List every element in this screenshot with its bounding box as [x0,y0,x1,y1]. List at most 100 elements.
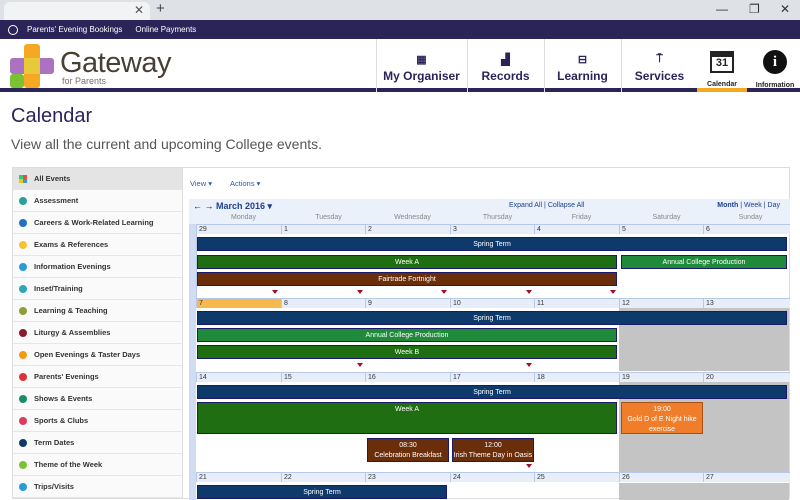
category-item[interactable]: Careers & Work-Related Learning [13,212,182,234]
category-item[interactable]: Theme of the Week [13,454,182,476]
category-item[interactable]: Exams & References [13,234,182,256]
more-events-icon[interactable] [526,290,532,294]
event-spring-term[interactable]: Spring Term [197,385,787,399]
day-number[interactable]: 8 [281,298,365,308]
parents-evening-bookings-link[interactable]: Parents' Evening Bookings [27,25,123,34]
top-links-bar: Parents' Evening Bookings Online Payment… [0,20,800,39]
day-number[interactable]: 3 [450,224,534,234]
next-month-icon[interactable]: → [204,201,214,211]
event-week[interactable]: Week B [197,345,617,359]
more-events-icon[interactable] [526,363,532,367]
category-all-events[interactable]: All Events [13,168,182,190]
event-week[interactable]: Week A [197,255,617,269]
category-item[interactable]: Liturgy & Assemblies [13,322,182,344]
day-number[interactable]: 29 [196,224,281,234]
day-number[interactable]: 17 [450,372,534,382]
gateway-logo[interactable] [8,42,56,90]
nav-learning[interactable]: ⊟ Learning [544,39,620,92]
event-spring-term[interactable]: Spring Term [197,237,787,251]
day-name: Saturday [652,214,681,221]
event-week[interactable]: Week A [197,402,617,434]
day-number[interactable]: 20 [703,372,790,382]
category-item[interactable]: Sports & Clubs [13,410,182,432]
category-item[interactable]: Shows & Events [13,388,182,410]
day-number[interactable]: 24 [450,472,534,482]
calendar-header: ← → March 2016 ▾ Expand All | Collapse A… [189,199,790,224]
view-day-link[interactable]: Day [767,202,780,209]
more-events-icon[interactable] [441,290,447,294]
browser-tab[interactable]: ✕ [4,2,150,20]
day-number[interactable]: 1 [281,224,365,234]
brand-name: Gateway [60,47,171,79]
minimize-icon[interactable]: — [716,2,728,16]
restore-icon[interactable]: ❐ [749,2,760,16]
more-events-icon[interactable] [610,290,616,294]
category-item[interactable]: Learning & Teaching [13,300,182,322]
nav-records[interactable]: ▟ Records [467,39,543,92]
event-spring-term[interactable]: Spring Term [197,485,447,499]
day-number-today[interactable]: 7 [196,298,281,308]
more-events-icon[interactable] [272,290,278,294]
nav-services[interactable]: ⍑ Services [621,39,697,92]
day-number[interactable]: 14 [196,372,281,382]
day-number[interactable]: 16 [365,372,450,382]
event-fairtrade-fortnight[interactable]: Fairtrade Fortnight [197,272,617,286]
category-dot-icon [19,482,27,491]
day-number[interactable]: 13 [703,298,790,308]
category-item[interactable]: Assessment [13,190,182,212]
day-number[interactable]: 9 [365,298,450,308]
category-dot-icon [19,262,27,271]
page-subtitle: View all the current and upcoming Colleg… [11,136,323,152]
category-item[interactable]: Trips/Visits [13,476,182,498]
tab-close-icon[interactable]: ✕ [133,3,144,17]
day-number[interactable]: 5 [619,224,703,234]
view-menu-button[interactable]: View ▾ [190,178,212,188]
new-tab-icon[interactable]: + [156,0,165,17]
day-number[interactable]: 4 [534,224,619,234]
day-number[interactable]: 21 [196,472,281,482]
day-number[interactable]: 18 [534,372,619,382]
event-annual-production[interactable]: Annual College Production [621,255,787,269]
more-events-icon[interactable] [357,290,363,294]
category-item[interactable]: Parents' Evenings [13,366,182,388]
day-number[interactable]: 12 [619,298,703,308]
view-week-link[interactable]: Week [744,202,762,209]
window-close-icon[interactable]: ✕ [780,2,791,16]
day-name: Sunday [738,214,763,221]
category-item[interactable]: Open Evenings & Taster Days [13,344,182,366]
day-number[interactable]: 11 [534,298,619,308]
expand-all-link[interactable]: Expand All [509,202,543,209]
category-item[interactable]: Inset/Training [13,278,182,300]
day-number[interactable]: 15 [281,372,365,382]
collapse-all-link[interactable]: Collapse All [547,202,585,209]
nav-my-organiser[interactable]: ▦ My Organiser [376,39,466,92]
category-item[interactable]: Term Dates [13,432,182,454]
event-irish-theme-day[interactable]: 12:00 Irish Theme Day in Oasis [452,438,534,462]
day-number[interactable]: 27 [703,472,790,482]
day-number[interactable]: 23 [365,472,450,482]
category-item[interactable]: Information Evenings [13,256,182,278]
nav-calendar[interactable]: 31 Calendar [697,39,747,92]
prev-month-icon[interactable]: ← [193,201,202,211]
day-number[interactable]: 2 [365,224,450,234]
actions-menu-button[interactable]: Actions ▾ [229,178,261,188]
event-time: 08:30 [399,442,417,449]
day-number[interactable]: 25 [534,472,619,482]
day-number[interactable]: 19 [619,372,703,382]
day-number[interactable]: 10 [450,298,534,308]
view-month-link[interactable]: Month [717,202,739,209]
more-events-icon[interactable] [357,363,363,367]
day-number[interactable]: 22 [281,472,365,482]
category-dot-icon [19,416,27,425]
day-number[interactable]: 26 [619,472,703,482]
online-payments-link[interactable]: Online Payments [135,25,197,34]
event-spring-term[interactable]: Spring Term [197,311,787,325]
category-dot-icon [19,328,27,337]
day-number[interactable]: 6 [703,224,790,234]
event-annual-production[interactable]: Annual College Production [197,328,617,342]
event-celebration-breakfast[interactable]: 08:30 Celebration Breakfast [367,438,449,462]
more-events-icon[interactable] [526,464,532,468]
nav-information[interactable]: i Information [752,39,798,92]
month-selector[interactable]: March 2016 ▾ [216,201,273,211]
event-gold-doe[interactable]: 19:00 Gold D of E Night hike exercise [621,402,703,434]
